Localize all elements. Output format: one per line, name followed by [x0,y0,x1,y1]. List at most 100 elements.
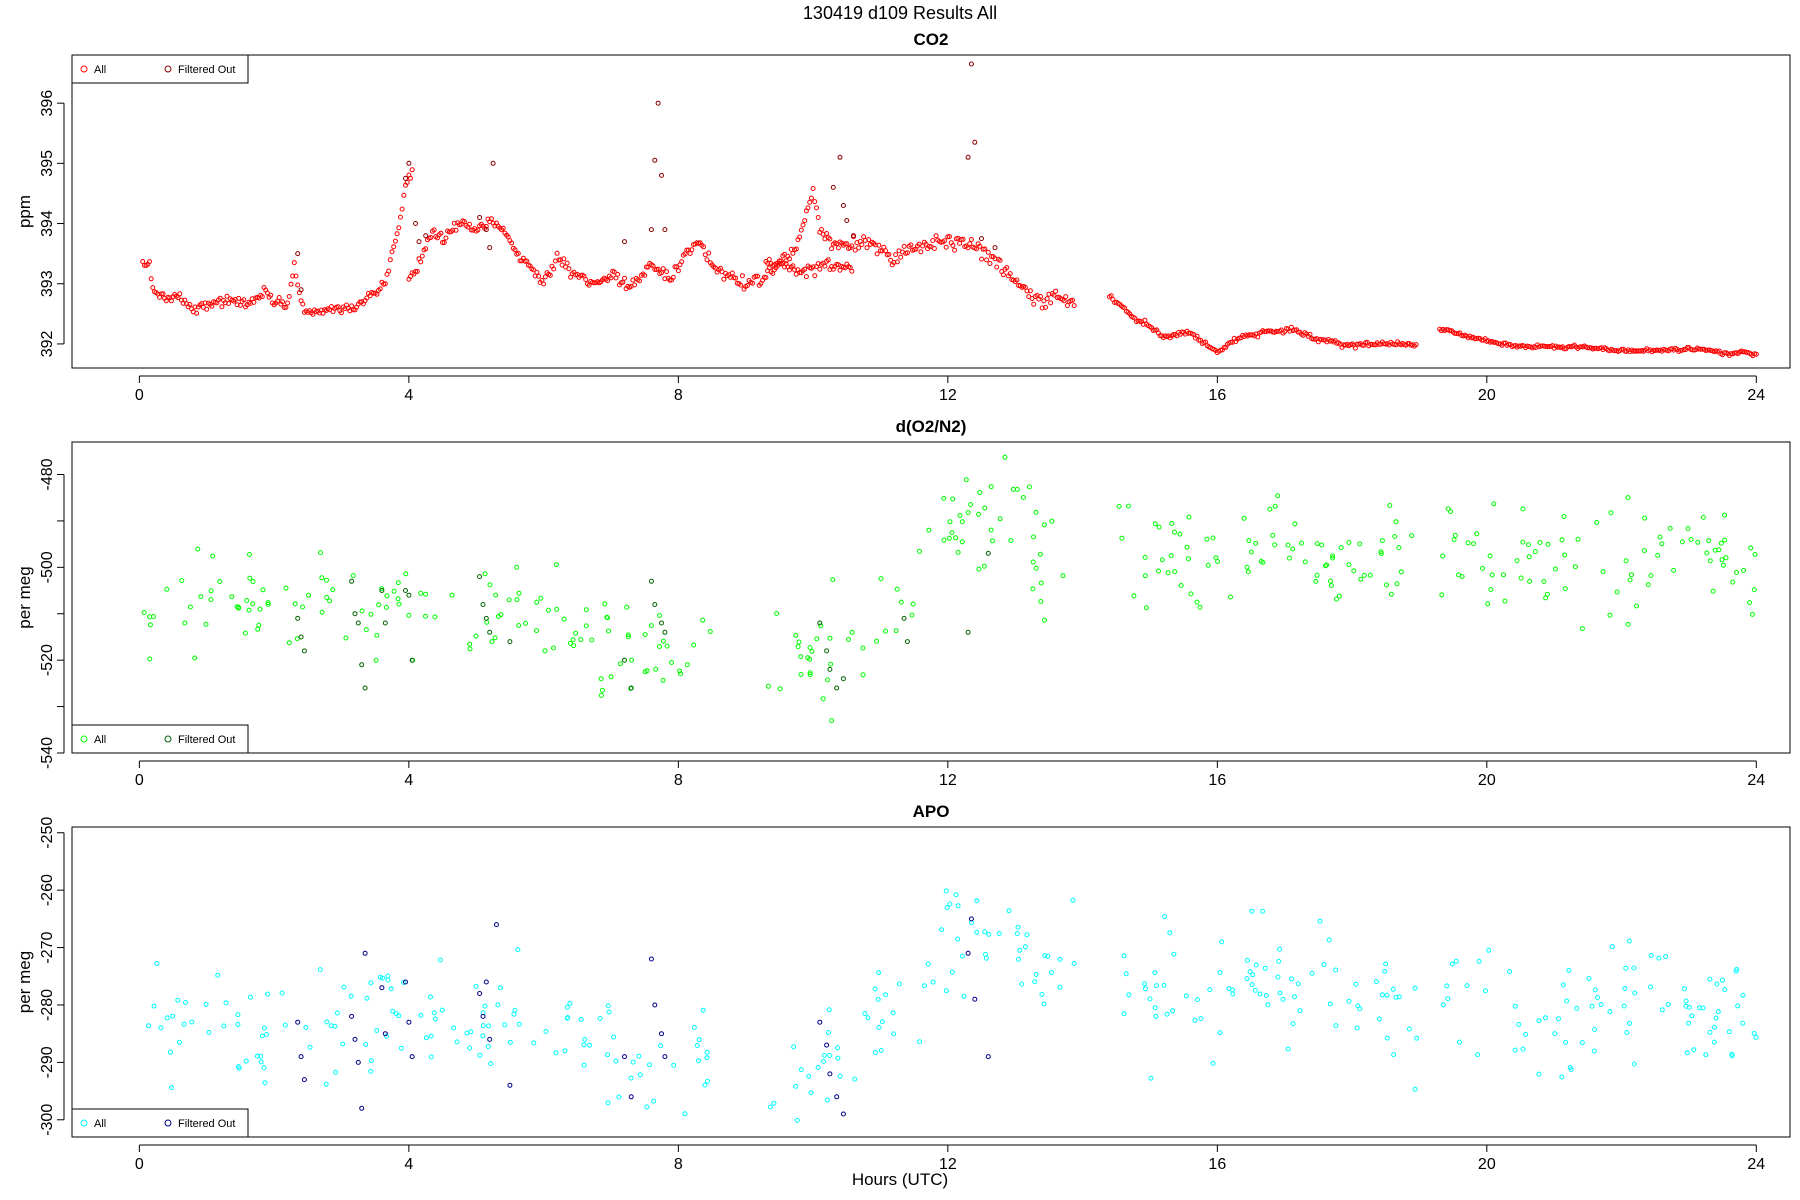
data-point [500,225,506,231]
data-point [1041,1001,1047,1007]
data-point [1632,990,1638,996]
data-point [298,634,304,640]
data-point [416,239,422,245]
data-point [242,630,248,636]
data-point [562,1048,568,1054]
data-point [204,306,210,312]
data-point [965,629,971,635]
data-point [567,1000,573,1006]
data-point [368,1068,374,1074]
data-point [909,612,915,618]
data-point [1185,556,1191,562]
data-point [1275,493,1281,499]
data-point [1299,540,1304,546]
data-point [323,1081,329,1087]
data-point [333,1069,339,1075]
legend-marker-all [80,1119,88,1127]
data-point [1440,1002,1446,1008]
data-point [374,1028,380,1033]
data-point [396,225,402,231]
data-point [179,578,185,583]
data-point [1384,582,1389,588]
data-point [514,564,520,570]
data-point [1116,503,1122,509]
data-point [438,230,444,236]
data-point [808,1090,814,1096]
data-point [1556,1016,1561,1022]
legend-marker-filtered [164,1119,172,1127]
data-point [750,280,755,286]
data-point [401,192,407,198]
data-point [382,1031,388,1037]
data-point [1131,593,1137,599]
data-point [822,263,828,269]
data-point [310,311,316,317]
data-point [947,234,952,240]
data-point [1398,569,1404,575]
data-point [1645,582,1651,588]
data-point [1015,924,1021,930]
data-point [662,276,668,282]
data-point [1671,567,1677,573]
data-point [1194,599,1200,605]
data-point [1594,520,1600,525]
data-point [883,628,888,634]
data-point [1156,524,1162,530]
data-point [1512,1003,1518,1009]
data-point [482,1003,488,1009]
data-point [1665,1001,1671,1007]
data-point [1396,994,1402,1000]
data-point [807,199,813,205]
data-point [554,250,560,256]
data-point [704,1055,710,1061]
data-point [259,294,265,300]
data-point [553,562,559,568]
data-point [1249,982,1255,988]
y-tick-label: 396 [39,90,56,117]
data-point [359,1105,365,1111]
data-point [817,620,823,626]
data-point [1625,495,1631,501]
data-point [387,257,393,263]
data-point [1071,961,1077,966]
data-point [319,609,325,615]
data-point [1061,298,1067,304]
data-point [409,1054,415,1060]
data-point [202,300,208,306]
data-point [1014,277,1020,283]
data-point [700,1007,706,1013]
data-point [340,1041,346,1047]
data-point [247,575,253,581]
data-point [268,292,274,298]
data-point [1406,1026,1412,1032]
data-point [669,660,675,665]
data-point [403,588,408,593]
data-point [1482,988,1488,994]
data-point [1260,908,1266,914]
legend-label-all: All [94,64,106,76]
data-point [334,1010,340,1016]
data-point [1159,557,1165,563]
data-point [512,247,518,253]
data-point [1474,531,1480,537]
data-point [1648,573,1654,578]
data-point [827,1071,833,1077]
data-point [1648,984,1654,990]
data-point [768,1104,773,1110]
data-point [443,235,449,241]
data-point [515,250,521,256]
data-point [701,244,707,250]
data-point [1060,573,1066,579]
data-point [1614,589,1620,595]
data-point [1689,1013,1695,1019]
data-point [1272,542,1278,548]
data-point [987,261,993,266]
data-point [1559,1074,1565,1080]
data-point [1246,538,1252,544]
data-point [517,258,523,264]
data-point [792,267,798,273]
data-point [946,535,952,541]
data-point [187,302,193,307]
data-point [965,154,971,160]
data-point [793,632,799,638]
